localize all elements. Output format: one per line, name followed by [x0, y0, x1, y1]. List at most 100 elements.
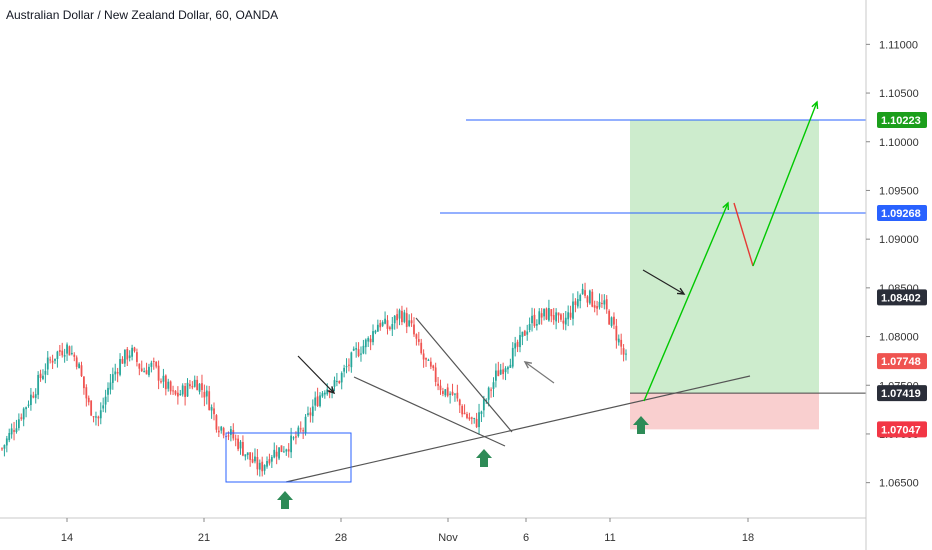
candle: [63, 348, 66, 363]
price-tick-label: 1.06500: [879, 478, 919, 490]
candle-body: [160, 381, 162, 383]
candle-body: [560, 314, 562, 320]
candle: [507, 365, 509, 374]
candle-body: [307, 413, 309, 415]
candle-body: [340, 373, 343, 383]
candle: [490, 387, 492, 398]
candle: [504, 366, 507, 381]
candle-body: [1, 448, 3, 450]
candle-body: [333, 380, 336, 387]
candle: [567, 305, 570, 327]
candle: [242, 435, 244, 457]
candle: [591, 289, 594, 308]
time-tick-label: 14: [61, 532, 73, 544]
candle-body: [201, 383, 203, 391]
candle: [543, 308, 545, 321]
candle: [37, 371, 40, 400]
candle-body: [169, 381, 172, 392]
candle: [360, 346, 362, 362]
candle-body: [15, 428, 18, 433]
candle: [560, 313, 562, 322]
candle-body: [75, 357, 78, 367]
candle: [51, 354, 54, 370]
candle-body: [87, 397, 90, 403]
candle-body: [598, 301, 601, 308]
candle-body: [499, 369, 502, 375]
time-tick-label: 11: [604, 532, 615, 544]
candle: [109, 373, 112, 395]
candle-body: [533, 314, 536, 326]
candle-body: [217, 430, 220, 433]
annotation-arrow: [297, 355, 335, 394]
candle-body: [507, 367, 509, 370]
candle-body: [321, 393, 324, 397]
candle-body: [114, 371, 117, 375]
candle: [167, 378, 170, 392]
candle-body: [588, 290, 591, 304]
candle: [54, 358, 56, 364]
candle-body: [388, 327, 391, 329]
candle: [155, 361, 158, 369]
candle: [133, 346, 136, 353]
candle: [27, 400, 30, 408]
candle: [323, 390, 326, 399]
candle: [586, 295, 589, 308]
candle: [487, 386, 490, 407]
candle-body: [364, 339, 367, 348]
candle: [198, 383, 201, 395]
candle: [138, 363, 141, 376]
candle: [208, 385, 211, 411]
candle: [449, 391, 452, 404]
candle: [557, 312, 560, 323]
candle: [434, 362, 437, 387]
candle-body: [30, 394, 32, 406]
candle-body: [242, 441, 244, 456]
candle-body: [37, 374, 40, 395]
candle: [256, 449, 259, 476]
candle: [608, 309, 611, 325]
candle: [367, 336, 370, 347]
arrow-head: [523, 361, 533, 369]
arrow-head: [722, 201, 730, 211]
price-label-box: [877, 421, 927, 438]
candle-body: [213, 408, 215, 415]
candle-body: [581, 288, 584, 295]
candle: [531, 307, 533, 332]
candle: [362, 339, 365, 355]
up-arrow-marker: [476, 449, 492, 467]
candle: [203, 384, 206, 407]
candle: [8, 428, 11, 443]
candle-body: [372, 331, 374, 343]
candle-body: [90, 400, 93, 416]
candle-body: [275, 451, 278, 457]
candle: [615, 318, 618, 349]
candle: [297, 425, 300, 438]
candle: [280, 445, 283, 453]
candle-body: [239, 441, 242, 449]
candle-body: [348, 364, 350, 366]
candle-body: [439, 385, 442, 391]
candle-body: [567, 312, 570, 320]
candle: [32, 391, 35, 399]
ascending-trendline: [285, 375, 751, 483]
candle-body: [299, 428, 302, 430]
up-arrow-marker: [277, 491, 293, 509]
candle-body: [287, 449, 290, 452]
candle-body: [482, 399, 485, 411]
candle-body: [5, 438, 8, 446]
candle: [169, 380, 172, 395]
candle: [391, 316, 394, 336]
candle: [46, 351, 49, 376]
price-label-text: 1.09268: [881, 208, 921, 220]
candle: [348, 358, 350, 372]
candle-body: [179, 393, 182, 396]
candle: [574, 298, 577, 313]
candle: [466, 411, 468, 420]
price-label-box: [877, 112, 927, 129]
price-label-text: 1.10223: [881, 115, 921, 127]
candle: [90, 400, 93, 417]
candle-body: [610, 317, 613, 326]
candle: [244, 454, 247, 461]
candle-body: [25, 407, 27, 410]
